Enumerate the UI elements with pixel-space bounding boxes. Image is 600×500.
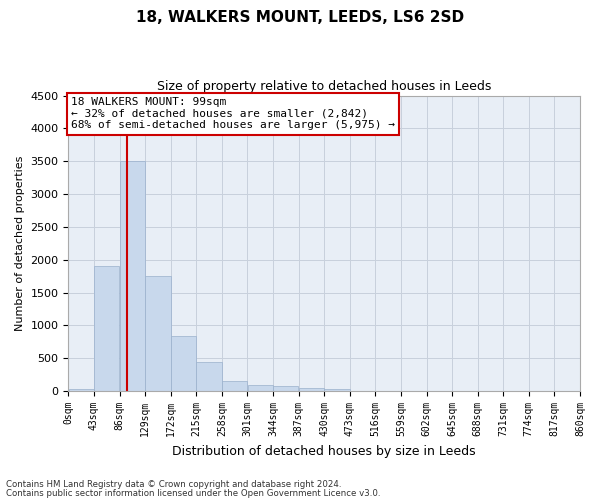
- Text: Contains HM Land Registry data © Crown copyright and database right 2024.: Contains HM Land Registry data © Crown c…: [6, 480, 341, 489]
- Title: Size of property relative to detached houses in Leeds: Size of property relative to detached ho…: [157, 80, 491, 93]
- Text: Contains public sector information licensed under the Open Government Licence v3: Contains public sector information licen…: [6, 488, 380, 498]
- Bar: [273, 386, 298, 391]
- Bar: [94, 266, 119, 391]
- Bar: [171, 336, 196, 391]
- Bar: [325, 388, 350, 391]
- Bar: [350, 390, 375, 391]
- X-axis label: Distribution of detached houses by size in Leeds: Distribution of detached houses by size …: [172, 444, 476, 458]
- Bar: [248, 384, 273, 391]
- Bar: [299, 388, 324, 391]
- Bar: [68, 390, 94, 391]
- Y-axis label: Number of detached properties: Number of detached properties: [15, 156, 25, 331]
- Bar: [196, 362, 222, 391]
- Bar: [119, 162, 145, 391]
- Text: 18 WALKERS MOUNT: 99sqm
← 32% of detached houses are smaller (2,842)
68% of semi: 18 WALKERS MOUNT: 99sqm ← 32% of detache…: [71, 97, 395, 130]
- Text: 18, WALKERS MOUNT, LEEDS, LS6 2SD: 18, WALKERS MOUNT, LEEDS, LS6 2SD: [136, 10, 464, 25]
- Bar: [145, 276, 170, 391]
- Bar: [222, 382, 247, 391]
